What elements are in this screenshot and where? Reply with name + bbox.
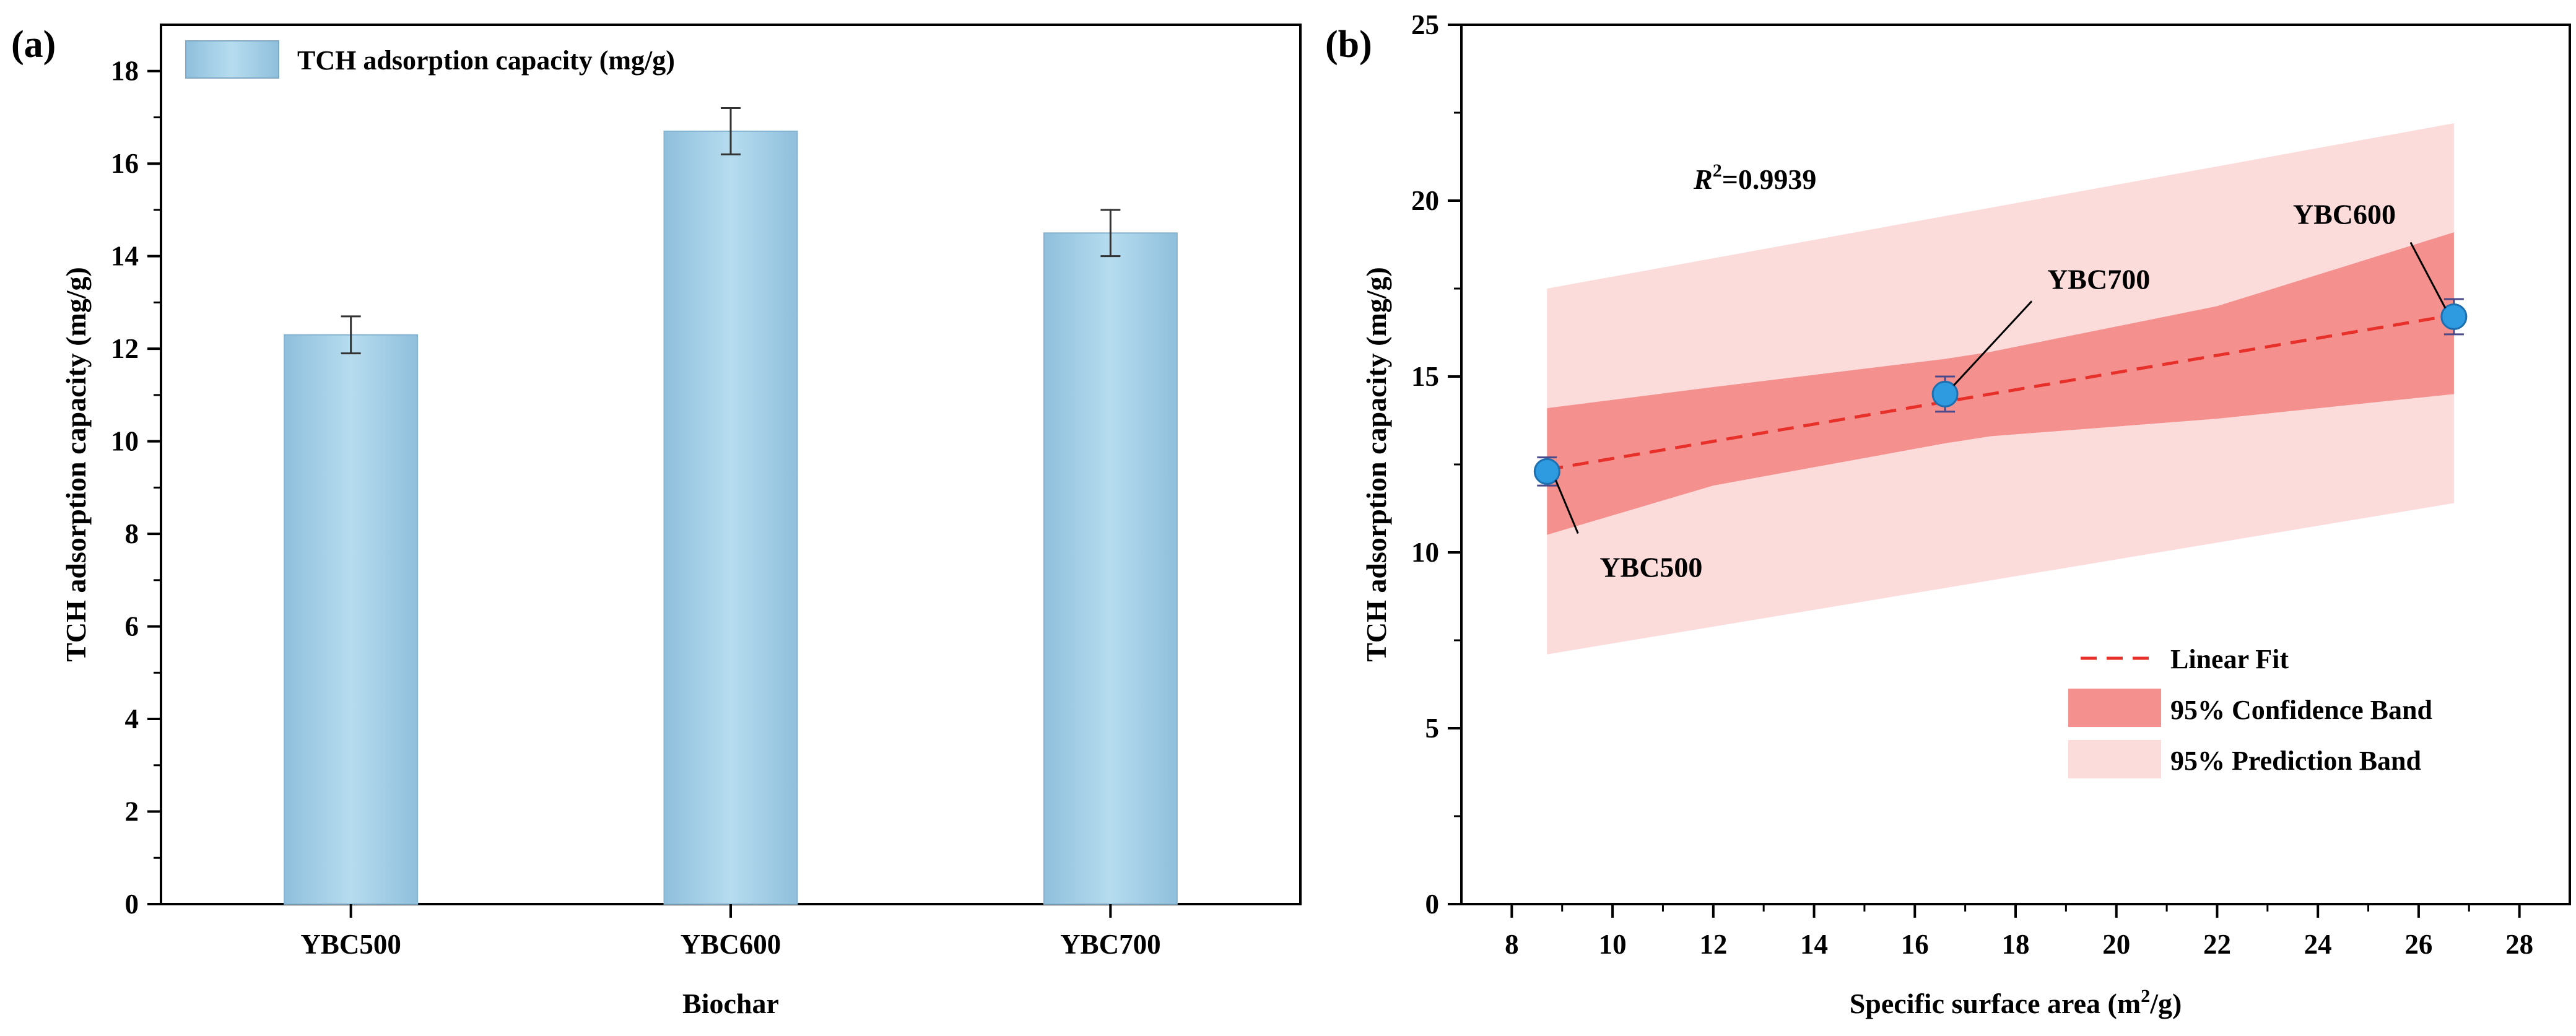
- legend-a-label: TCH adsorption capacity (mg/g): [297, 45, 675, 76]
- panel-b-regression-chart: (b) YBC500 YBC700 YBC600 0 5 10 15 20 25 8 10 12 1…: [1325, 9, 2571, 1019]
- y-tick-label-a-3: 6: [125, 611, 139, 642]
- legend-b-prediction-label: 95% Prediction Band: [2170, 746, 2421, 776]
- x-axis-title-b: Specific surface area (m2/g): [1850, 986, 2182, 1019]
- linear-fit-line: [1546, 313, 2455, 471]
- y-axis-title-b: TCH adsorption capacity (mg/g): [1360, 267, 1392, 662]
- x-tick-label-b-0: 8: [1505, 929, 1519, 960]
- callout-line-YBC500: [1554, 479, 1579, 534]
- x-axis-title-b-sup: 2: [2141, 986, 2150, 1006]
- callout-label-YBC600: YBC600: [2293, 198, 2396, 230]
- y-tick-label-a-1: 2: [125, 796, 139, 827]
- callout-line-YBC700: [1952, 300, 2033, 386]
- y-tick-label-a-8: 16: [111, 148, 139, 179]
- r-squared-superscript: 2: [1713, 160, 1722, 181]
- data-point-YBC500: [1533, 458, 1560, 485]
- callout-line-YBC600: [2409, 242, 2447, 309]
- x-tick-label-b-2: 12: [1699, 929, 1727, 960]
- legend-b-confidence-label: 95% Confidence Band: [2170, 695, 2432, 725]
- y-tick-label-a-4: 8: [125, 518, 139, 549]
- y-tick-label-a-6: 12: [111, 333, 139, 364]
- y-tick-label-b-0: 0: [1425, 889, 1440, 920]
- x-tick-label-b-10: 28: [2505, 929, 2533, 960]
- legend-b-prediction-swatch: [2068, 740, 2161, 778]
- x-tick-label-b-5: 18: [2002, 929, 2030, 960]
- y-tick-label-a-5: 10: [111, 426, 139, 457]
- confidence-band: [1547, 232, 2454, 535]
- r-squared-value: =0.9939: [1722, 163, 1817, 195]
- x-axis-title-a: Biochar: [682, 988, 779, 1019]
- panel-b-label: (b): [1325, 24, 1372, 66]
- bar-YBC500: [284, 334, 419, 905]
- x-tick-label-b-1: 10: [1599, 929, 1627, 960]
- legend-b-confidence-swatch: [2068, 689, 2161, 727]
- legend-a-swatch: [185, 40, 279, 79]
- x-tick-label-b-9: 26: [2404, 929, 2432, 960]
- x-tick-label-YBC500: YBC500: [300, 929, 401, 960]
- y-tick-label-b-1: 5: [1425, 713, 1440, 744]
- y-tick-label-a-9: 18: [111, 56, 139, 87]
- legend-a: TCH adsorption capacity (mg/g): [185, 40, 675, 79]
- legend-b-fit-label: Linear Fit: [2170, 644, 2289, 674]
- legend-b: Linear Fit 95% Confidence Band 95% Predi…: [2068, 644, 2432, 778]
- x-tick-label-b-8: 24: [2304, 929, 2332, 960]
- data-point-YBC700: [1931, 380, 1959, 407]
- x-tick-label-b-6: 20: [2102, 929, 2130, 960]
- y-tick-label-b-2: 10: [1411, 537, 1439, 568]
- x-tick-label-b-4: 16: [1901, 929, 1929, 960]
- x-tick-label-b-7: 22: [2203, 929, 2231, 960]
- y-tick-label-a-7: 14: [111, 241, 139, 272]
- y-axis-title-a: TCH adsorption capacity (mg/g): [60, 267, 92, 662]
- callout-label-YBC700: YBC700: [2047, 263, 2150, 295]
- x-axis-title-b-main: Specific surface area (m: [1850, 988, 2141, 1019]
- panel-a-label: (a): [11, 24, 56, 66]
- callout-label-YBC500: YBC500: [1599, 551, 1702, 583]
- y-tick-label-b-5: 25: [1411, 9, 1439, 40]
- y-tick-label-b-3: 15: [1411, 361, 1439, 392]
- x-tick-label-YBC600: YBC600: [681, 929, 781, 960]
- x-axis-title-b-tail: /g): [2149, 988, 2182, 1019]
- r-squared-annotation: R2=0.9939: [1693, 160, 1816, 195]
- panel-a-bar-chart: (a) 0 2 4 6 8 10 12 14 16 18 YBC500 YBC600 YBC700 T…: [11, 24, 1302, 1019]
- data-point-YBC600: [2440, 303, 2468, 330]
- y-tick-label-a-0: 0: [125, 889, 139, 920]
- bar-YBC700: [1043, 232, 1178, 905]
- x-tick-label-YBC700: YBC700: [1060, 929, 1161, 960]
- y-tick-label-b-4: 20: [1411, 185, 1439, 216]
- r-squared-symbol: R: [1693, 163, 1713, 195]
- x-tick-label-b-3: 14: [1800, 929, 1828, 960]
- bar-YBC600: [663, 130, 798, 905]
- y-tick-label-a-2: 4: [125, 703, 139, 734]
